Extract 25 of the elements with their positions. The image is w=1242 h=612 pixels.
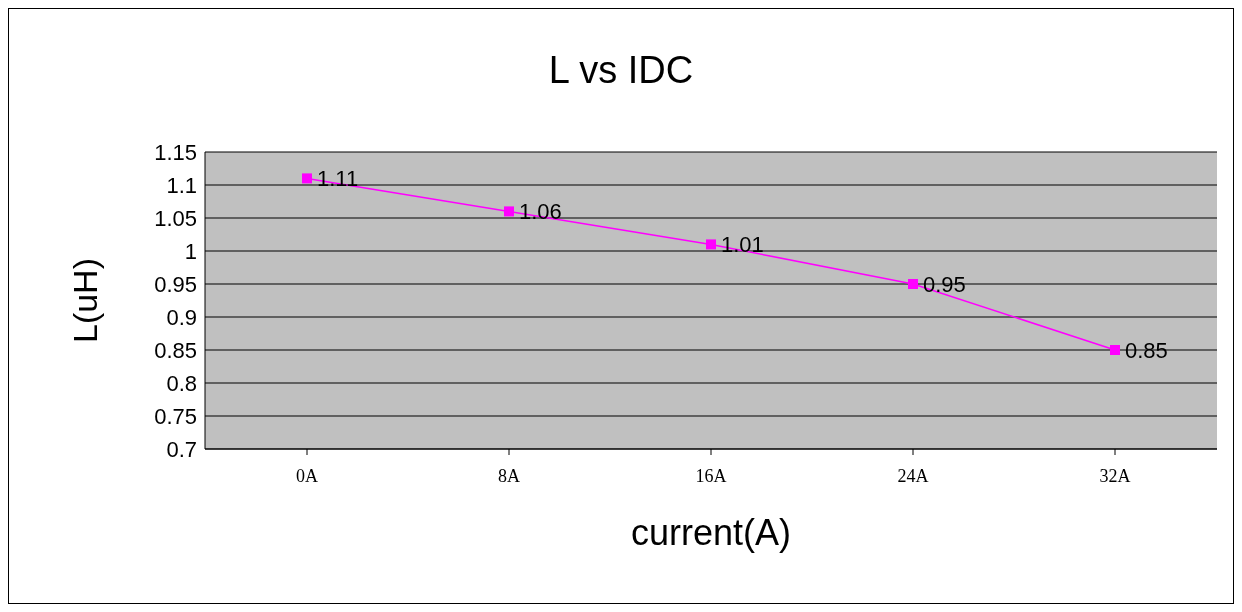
point [1110,345,1120,355]
y-tick-label: 0.7 [166,436,197,462]
x-tick-label: 24A [897,465,929,486]
y-tick-label: 1.15 [154,139,197,165]
y-tick-label: 1.05 [154,205,197,231]
y-tick-label: 0.95 [154,271,197,297]
point [908,279,918,289]
point [504,206,514,217]
chart-title: L vs IDC [547,49,695,92]
x-tick-label: 32A [1099,465,1131,486]
y-axis-title: L(uH) [66,257,105,344]
y-tick-label: 1 [184,238,197,264]
point [302,173,312,184]
point [706,239,716,250]
x-tick-label: 16A [695,465,727,486]
y-tick-label: 0.75 [154,403,197,429]
y-tick-label: 0.9 [166,304,197,330]
data-label: 0.95 [923,271,966,297]
y-tick-label: 0.85 [154,337,197,363]
y-tick-label: 1.1 [166,172,197,198]
y-tick-label: 0.8 [166,370,197,396]
data-label: 0.85 [1125,337,1168,363]
x-tick-label: 8A [498,465,520,486]
x-axis-title: current(A) [630,511,792,553]
x-tick-label: 0A [296,465,318,486]
